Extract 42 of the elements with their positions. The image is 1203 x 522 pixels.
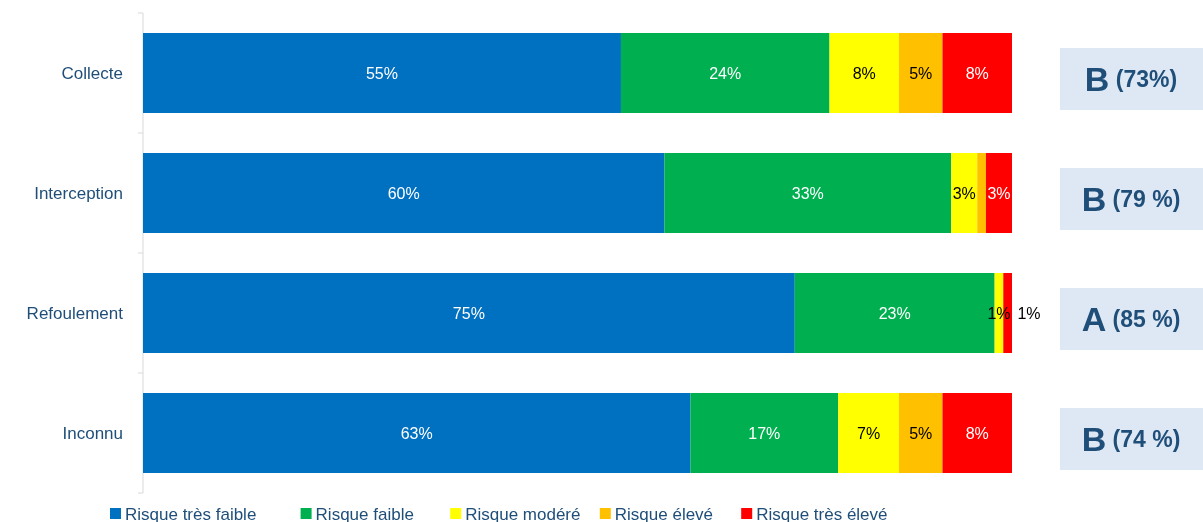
bar <box>942 393 1012 473</box>
data-label: 8% <box>965 64 989 82</box>
data-label: 8% <box>965 424 989 442</box>
bar <box>985 153 1012 233</box>
data-label: 63% <box>400 424 433 442</box>
bar <box>690 393 839 473</box>
data-label: 5% <box>909 424 933 442</box>
data-label: 3% <box>987 184 1011 202</box>
bar <box>951 153 978 233</box>
bar <box>143 393 691 473</box>
y-tick-label: Inconnu <box>62 423 123 443</box>
data-label: 24% <box>709 64 742 82</box>
data-label: 75% <box>452 304 485 322</box>
bar <box>829 33 900 113</box>
data-label: 23% <box>878 304 911 322</box>
data-label: 7% <box>857 424 881 442</box>
data-label: 5% <box>909 64 933 82</box>
text: B (74 %) <box>1081 420 1181 458</box>
data-label: 1% <box>987 304 1011 322</box>
data-label: 60% <box>387 184 420 202</box>
data-label: 33% <box>791 184 824 202</box>
bar <box>977 153 986 233</box>
text: A (85 %) <box>1081 300 1181 338</box>
bar <box>143 273 795 353</box>
y-tick-label: Collecte <box>61 63 123 83</box>
y-tick-label: Refoulement <box>26 303 124 323</box>
data-label: 1% <box>1017 304 1041 322</box>
bar <box>899 393 943 473</box>
bar <box>143 33 621 113</box>
y-tick-label: Interception <box>34 183 123 203</box>
data-label: 55% <box>365 64 398 82</box>
bar <box>942 33 1012 113</box>
bar <box>664 153 952 233</box>
text: B (73%) <box>1084 60 1178 98</box>
data-label: 8% <box>852 64 876 82</box>
data-label: 17% <box>748 424 781 442</box>
bar <box>143 153 665 233</box>
bar <box>838 393 900 473</box>
bar <box>620 33 830 113</box>
data-label: 3% <box>952 184 976 202</box>
bar <box>899 33 943 113</box>
text: B (79 %) <box>1081 180 1181 218</box>
